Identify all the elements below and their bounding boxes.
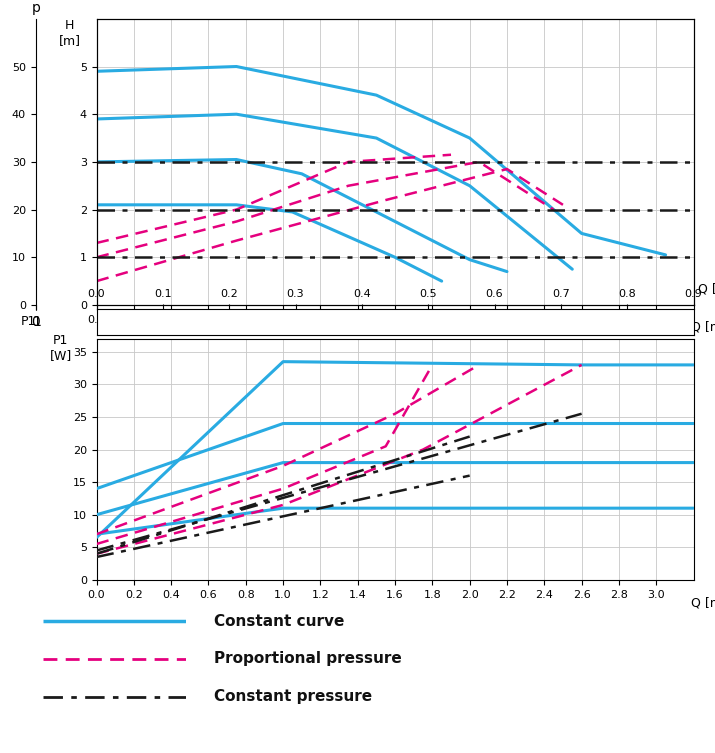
Text: Constant pressure: Constant pressure xyxy=(214,689,373,704)
Y-axis label: H
[m]: H [m] xyxy=(59,19,81,47)
Y-axis label: P1
[W]: P1 [W] xyxy=(49,334,72,362)
X-axis label: Q [m³/h]: Q [m³/h] xyxy=(691,596,715,610)
X-axis label: Q [l/s]: Q [l/s] xyxy=(699,283,715,296)
Text: Constant curve: Constant curve xyxy=(214,614,345,629)
Text: P1: P1 xyxy=(21,316,36,328)
Text: p: p xyxy=(31,1,40,15)
X-axis label: Q [m³/h]: Q [m³/h] xyxy=(691,321,715,334)
Text: Proportional pressure: Proportional pressure xyxy=(214,651,403,666)
